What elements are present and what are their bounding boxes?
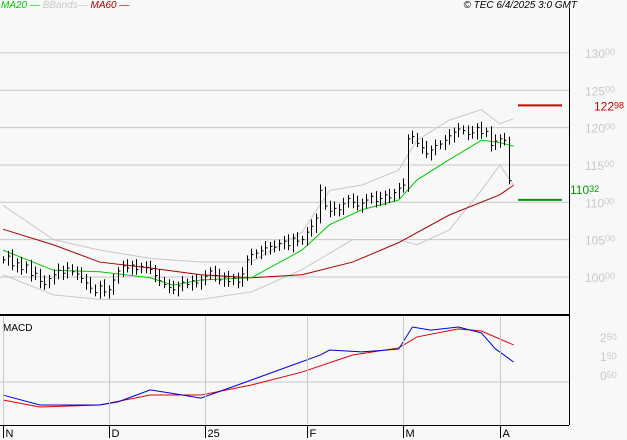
price-tick-label: 12500 (585, 84, 615, 98)
macd-tick-label: 150 (600, 350, 617, 364)
price-tick-label: 13000 (585, 47, 615, 61)
legend-ma20-label: MA20 (1, 0, 28, 11)
support-label: 11032 (570, 183, 599, 197)
legend-bbands-label: BBands (42, 0, 78, 11)
signal-line (2, 328, 514, 408)
resistance-label: 12298 (594, 99, 624, 113)
copyright-timestamp: © TEC 6/4/2025 3:0 GMT (463, 0, 577, 11)
legend-ma20: MA20 — (1, 0, 40, 11)
price-tick-label: 11000 (585, 196, 614, 210)
x-tick-label: M (406, 428, 415, 440)
macd-tick-label: 050 (600, 369, 617, 383)
price-tick-label: 10000 (585, 271, 615, 285)
legend-ma60-label: MA60 (90, 0, 117, 11)
legend-ma60: MA60 — (90, 0, 130, 11)
bband-upper-line (2, 109, 514, 263)
ma60-line (2, 184, 514, 279)
x-tick-label: 25 (208, 428, 220, 440)
ma20-line (2, 139, 514, 286)
price-tick-label: 12000 (585, 122, 615, 136)
macd-title: MACD (3, 323, 32, 334)
x-tick-label: A (503, 428, 511, 440)
macd-line (2, 326, 514, 406)
x-tick-label: D (112, 428, 120, 440)
price-tick-label: 10500 (585, 234, 615, 248)
macd-tick-label: 250 (600, 331, 617, 345)
bband-lower-line (2, 164, 515, 300)
legend-bbands: BBands— (42, 0, 88, 11)
x-tick-label: N (6, 428, 14, 440)
legend: MA20 — BBands— MA60 — (1, 0, 129, 11)
price-tick-label: 11500 (585, 159, 614, 173)
x-tick-label: F (310, 428, 317, 440)
